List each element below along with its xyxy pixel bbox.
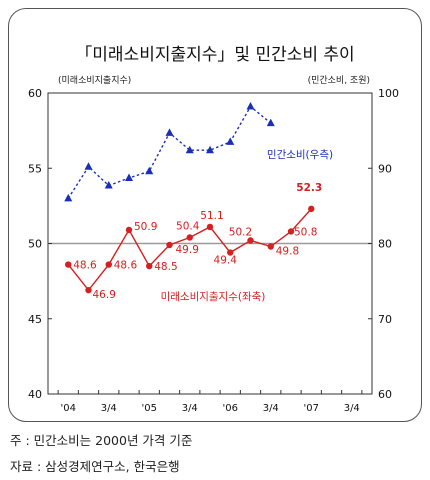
footnote-source: 자료 : 삼성경제연구소, 한국은행 bbox=[10, 459, 180, 474]
index-point bbox=[206, 223, 214, 231]
index-series-label: 미래소비지출지수(좌축) bbox=[161, 291, 266, 303]
index-data-label: 49.8 bbox=[276, 246, 299, 258]
index-data-label: 50.2 bbox=[229, 226, 252, 238]
x-tick-label: 3/4 bbox=[101, 403, 117, 414]
index-data-label: 46.9 bbox=[93, 289, 116, 301]
x-tick-label: 3/4 bbox=[263, 403, 279, 414]
right-tick-label: 80 bbox=[378, 238, 392, 251]
consumption-series-label: 민간소비(우측) bbox=[267, 149, 333, 161]
x-tick-label: 3/4 bbox=[344, 403, 360, 414]
index-point bbox=[186, 234, 193, 241]
chart-title: 「미래소비지출지수」및 민간소비 추이 bbox=[75, 45, 354, 65]
consumption-point bbox=[84, 162, 93, 170]
index-point bbox=[105, 261, 112, 268]
consumption-point bbox=[226, 137, 235, 145]
right-tick-label: 100 bbox=[378, 87, 399, 100]
left-tick-label: 45 bbox=[28, 313, 42, 326]
consumption-point bbox=[266, 118, 275, 127]
index-point bbox=[267, 243, 274, 250]
index-point bbox=[166, 241, 173, 249]
consumption-point bbox=[206, 145, 214, 154]
x-tick-label: '06 bbox=[223, 403, 238, 414]
footnote-note: 주 : 민간소비는 2000년 가격 기준 bbox=[10, 433, 193, 448]
chart-frame bbox=[8, 8, 422, 422]
right-tick-label: 70 bbox=[378, 313, 392, 326]
index-point bbox=[287, 228, 295, 235]
left-tick-label: 55 bbox=[28, 162, 42, 175]
x-tick-label: '04 bbox=[61, 403, 76, 414]
consumption-point bbox=[246, 102, 255, 110]
index-data-label: 49.9 bbox=[176, 244, 199, 256]
index-point bbox=[227, 249, 234, 256]
left-tick-label: 60 bbox=[28, 87, 42, 100]
consumption-point bbox=[104, 181, 113, 189]
consumption-point bbox=[125, 173, 133, 182]
index-data-label: 50.4 bbox=[176, 220, 200, 232]
index-point bbox=[308, 205, 315, 213]
x-tick-label: 3/4 bbox=[182, 403, 198, 414]
index-data-label: 48.6 bbox=[73, 260, 97, 272]
index-data-label: 50.8 bbox=[294, 226, 317, 238]
index-data-label: 48.6 bbox=[114, 260, 138, 272]
left-tick-label: 40 bbox=[28, 388, 42, 401]
index-data-label: 51.1 bbox=[200, 210, 223, 222]
left-axis-label: (미래소비지출지수) bbox=[58, 75, 131, 86]
index-data-label: 49.4 bbox=[214, 255, 238, 267]
right-tick-label: 90 bbox=[378, 162, 392, 175]
right-tick-label: 60 bbox=[378, 388, 392, 401]
index-point bbox=[65, 261, 72, 268]
consumption-point bbox=[165, 128, 174, 136]
consumption-point bbox=[64, 193, 73, 202]
index-data-label: 52.3 bbox=[296, 182, 322, 194]
x-tick-label: '07 bbox=[304, 403, 319, 414]
index-point bbox=[247, 237, 254, 244]
index-point bbox=[85, 286, 92, 294]
index-point bbox=[146, 262, 153, 270]
chart: 「미래소비지출지수」및 민간소비 추이 (미래소비지출지수) (민간소비, 조원… bbox=[28, 45, 399, 414]
right-axis-label: (민간소비, 조원) bbox=[308, 75, 370, 86]
index-point bbox=[125, 226, 133, 234]
left-tick-label: 50 bbox=[28, 238, 42, 251]
consumption-point bbox=[185, 145, 194, 154]
consumption-point bbox=[145, 166, 154, 175]
index-data-label: 50.9 bbox=[134, 221, 157, 233]
x-tick-label: '05 bbox=[142, 403, 157, 414]
consumption-line bbox=[67, 105, 272, 199]
index-data-label: 48.5 bbox=[154, 261, 177, 273]
